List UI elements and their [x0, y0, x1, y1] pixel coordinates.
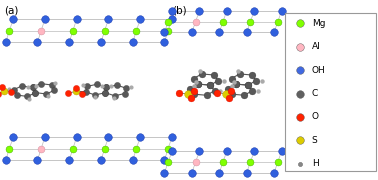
Text: (b): (b) [172, 5, 187, 15]
Text: Mg: Mg [312, 19, 325, 28]
Text: S: S [312, 136, 318, 145]
Text: Al: Al [312, 42, 321, 51]
Bar [285, 13, 376, 171]
Text: OH: OH [312, 66, 325, 75]
Text: (a): (a) [4, 5, 18, 15]
Text: H: H [312, 159, 319, 168]
Text: O: O [312, 112, 319, 122]
Text: C: C [312, 89, 318, 98]
